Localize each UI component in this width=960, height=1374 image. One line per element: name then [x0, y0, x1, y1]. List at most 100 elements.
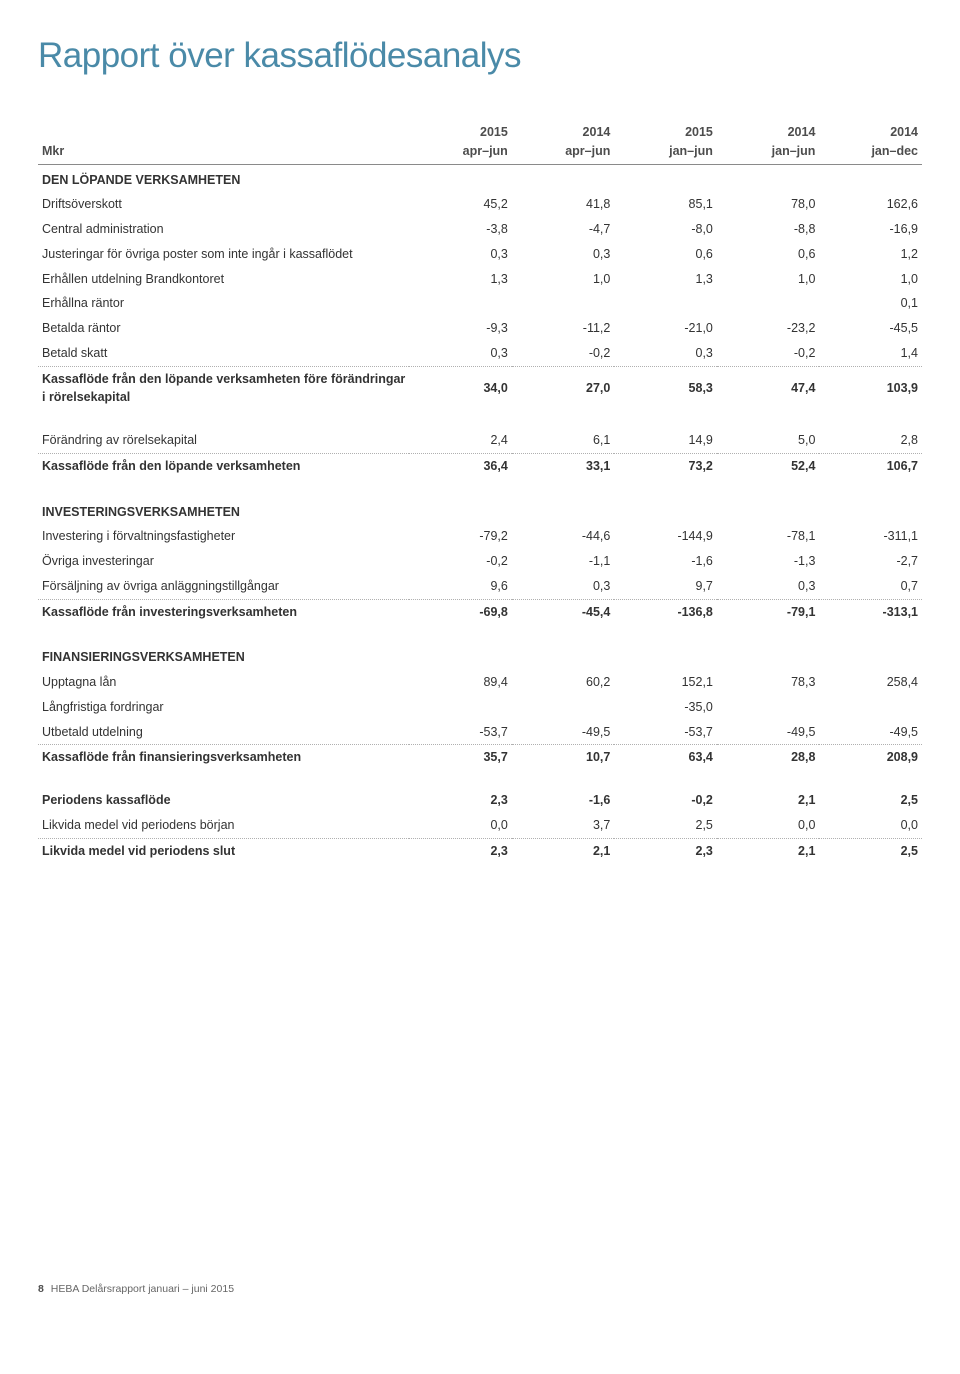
- cell-value: 3,7: [512, 813, 615, 838]
- table-row: Likvida medel vid periodens början0,03,7…: [38, 813, 922, 838]
- cell-value: -11,2: [512, 316, 615, 341]
- cell-value: -79,2: [409, 524, 512, 549]
- row-label: Erhållna räntor: [38, 291, 409, 316]
- cell-value: 162,6: [819, 192, 922, 217]
- row-label: Periodens kassaflöde: [38, 788, 409, 813]
- cell-value: 0,0: [409, 813, 512, 838]
- cell-value: -136,8: [614, 599, 717, 624]
- cell-value: [409, 695, 512, 720]
- cell-value: 52,4: [717, 453, 820, 478]
- row-label: Kassaflöde från den löpande verksamheten: [38, 453, 409, 478]
- table-row: Kassaflöde från finansieringsverksamhete…: [38, 745, 922, 770]
- table-row: Övriga investeringar-0,2-1,1-1,6-1,3-2,7: [38, 549, 922, 574]
- cell-value: -9,3: [409, 316, 512, 341]
- cell-value: 0,0: [819, 813, 922, 838]
- cell-value: -313,1: [819, 599, 922, 624]
- cell-value: [512, 291, 615, 316]
- cell-value: 0,0: [717, 813, 820, 838]
- cell-value: 0,7: [819, 574, 922, 599]
- cell-value: -23,2: [717, 316, 820, 341]
- cell-value: -21,0: [614, 316, 717, 341]
- cell-value: 2,1: [717, 838, 820, 863]
- col-header-1: 2014apr–jun: [512, 120, 615, 164]
- cell-value: -4,7: [512, 217, 615, 242]
- cell-value: 0,6: [717, 242, 820, 267]
- cell-value: 1,3: [614, 267, 717, 292]
- cell-value: 10,7: [512, 745, 615, 770]
- row-label: Förändring av rörelsekapital: [38, 428, 409, 453]
- section-gap: [38, 624, 922, 642]
- col-header-3: 2014jan–jun: [717, 120, 820, 164]
- table-row: Kassaflöde från investeringsverksamheten…: [38, 599, 922, 624]
- cell-value: 78,0: [717, 192, 820, 217]
- table-row: Upptagna lån89,460,2152,178,3258,4: [38, 670, 922, 695]
- cell-value: -79,1: [717, 599, 820, 624]
- cell-value: 0,3: [614, 341, 717, 366]
- cell-value: [819, 695, 922, 720]
- row-label: Driftsöverskott: [38, 192, 409, 217]
- cell-value: 60,2: [512, 670, 615, 695]
- cell-value: 2,1: [512, 838, 615, 863]
- cell-value: 1,0: [512, 267, 615, 292]
- row-label: Investering i förvaltningsfastigheter: [38, 524, 409, 549]
- cell-value: -45,5: [819, 316, 922, 341]
- page-number: 8: [38, 1283, 44, 1295]
- cell-value: 0,3: [409, 341, 512, 366]
- table-row: Kassaflöde från den löpande verksamheten…: [38, 366, 922, 410]
- table-row: Driftsöverskott45,241,885,178,0162,6: [38, 192, 922, 217]
- table-row: Periodens kassaflöde2,3-1,6-0,22,12,5: [38, 788, 922, 813]
- section-gap: [38, 479, 922, 497]
- cell-value: 2,5: [819, 838, 922, 863]
- cell-value: -1,1: [512, 549, 615, 574]
- cell-value: [614, 291, 717, 316]
- cell-value: 1,3: [409, 267, 512, 292]
- table-row: Erhållna räntor0,1: [38, 291, 922, 316]
- page-title: Rapport över kassaflödesanalys: [38, 36, 922, 76]
- cell-value: -1,6: [614, 549, 717, 574]
- row-label: Likvida medel vid periodens slut: [38, 838, 409, 863]
- cell-value: 9,6: [409, 574, 512, 599]
- cell-value: [409, 291, 512, 316]
- cell-value: 208,9: [819, 745, 922, 770]
- section-gap: [38, 770, 922, 788]
- cell-value: -49,5: [512, 720, 615, 745]
- cell-value: 2,3: [409, 838, 512, 863]
- cell-value: 1,4: [819, 341, 922, 366]
- cell-value: 103,9: [819, 366, 922, 410]
- cell-value: 0,3: [512, 242, 615, 267]
- cell-value: 45,2: [409, 192, 512, 217]
- section-heading: FINANSIERINGSVERKSAMHETEN: [38, 642, 922, 670]
- table-row: Central administration-3,8-4,7-8,0-8,8-1…: [38, 217, 922, 242]
- header-label: Mkr: [38, 120, 409, 164]
- cell-value: 35,7: [409, 745, 512, 770]
- row-label: Utbetald utdelning: [38, 720, 409, 745]
- cell-value: 27,0: [512, 366, 615, 410]
- cell-value: 58,3: [614, 366, 717, 410]
- cell-value: 1,0: [819, 267, 922, 292]
- cell-value: 2,3: [614, 838, 717, 863]
- row-label: Betald skatt: [38, 341, 409, 366]
- cell-value: 33,1: [512, 453, 615, 478]
- cell-value: -1,3: [717, 549, 820, 574]
- cell-value: 47,4: [717, 366, 820, 410]
- cell-value: 28,8: [717, 745, 820, 770]
- table-row: Kassaflöde från den löpande verksamheten…: [38, 453, 922, 478]
- cell-value: -144,9: [614, 524, 717, 549]
- table-row: Långfristiga fordringar-35,0: [38, 695, 922, 720]
- cell-value: 89,4: [409, 670, 512, 695]
- cell-value: 2,4: [409, 428, 512, 453]
- cell-value: [717, 291, 820, 316]
- row-label: Övriga investeringar: [38, 549, 409, 574]
- table-row: Betalda räntor-9,3-11,2-21,0-23,2-45,5: [38, 316, 922, 341]
- row-label: Betalda räntor: [38, 316, 409, 341]
- cell-value: 78,3: [717, 670, 820, 695]
- table-row: Erhållen utdelning Brandkontoret1,31,01,…: [38, 267, 922, 292]
- cell-value: 106,7: [819, 453, 922, 478]
- cell-value: -69,8: [409, 599, 512, 624]
- table-row: Förändring av rörelsekapital2,46,114,95,…: [38, 428, 922, 453]
- cell-value: [717, 695, 820, 720]
- row-label: Kassaflöde från investeringsverksamheten: [38, 599, 409, 624]
- cell-value: -44,6: [512, 524, 615, 549]
- cell-value: 2,8: [819, 428, 922, 453]
- row-label: Likvida medel vid periodens början: [38, 813, 409, 838]
